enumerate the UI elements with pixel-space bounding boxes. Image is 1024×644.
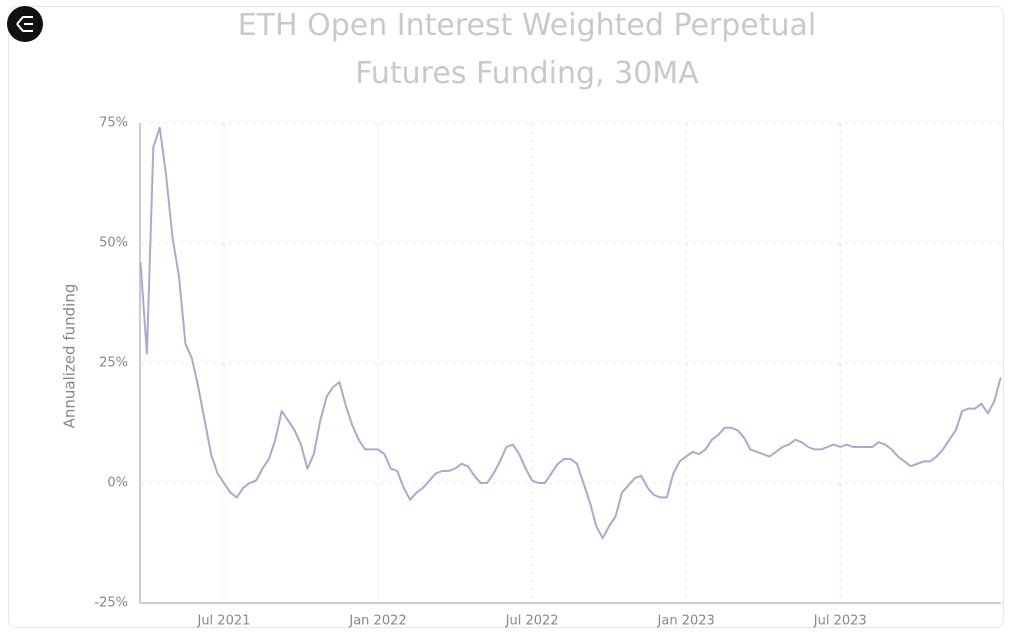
logo: [7, 6, 43, 42]
y-tick-label: 50%: [99, 236, 128, 251]
y-axis-label: Annualized funding: [61, 284, 79, 429]
x-tick-label: Jul 2022: [505, 614, 559, 629]
y-tick-label: 25%: [99, 356, 128, 371]
x-tick-label: Jul 2023: [813, 614, 867, 629]
y-tick-label: -25%: [94, 596, 128, 611]
y-tick-label: 75%: [99, 116, 128, 131]
x-tick-label: Jul 2021: [196, 614, 250, 629]
line: [139, 126, 1002, 540]
chart-title: ETH Open Interest Weighted Perpetual Fut…: [237, 8, 817, 91]
x-tick-label: Jan 2022: [348, 614, 406, 629]
y-tick-label: 0%: [107, 476, 128, 491]
card: [8, 6, 1004, 628]
x-tick-label: Jan 2023: [657, 614, 715, 629]
